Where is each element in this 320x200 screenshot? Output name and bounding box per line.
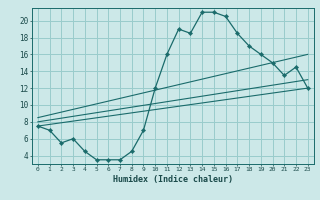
- X-axis label: Humidex (Indice chaleur): Humidex (Indice chaleur): [113, 175, 233, 184]
